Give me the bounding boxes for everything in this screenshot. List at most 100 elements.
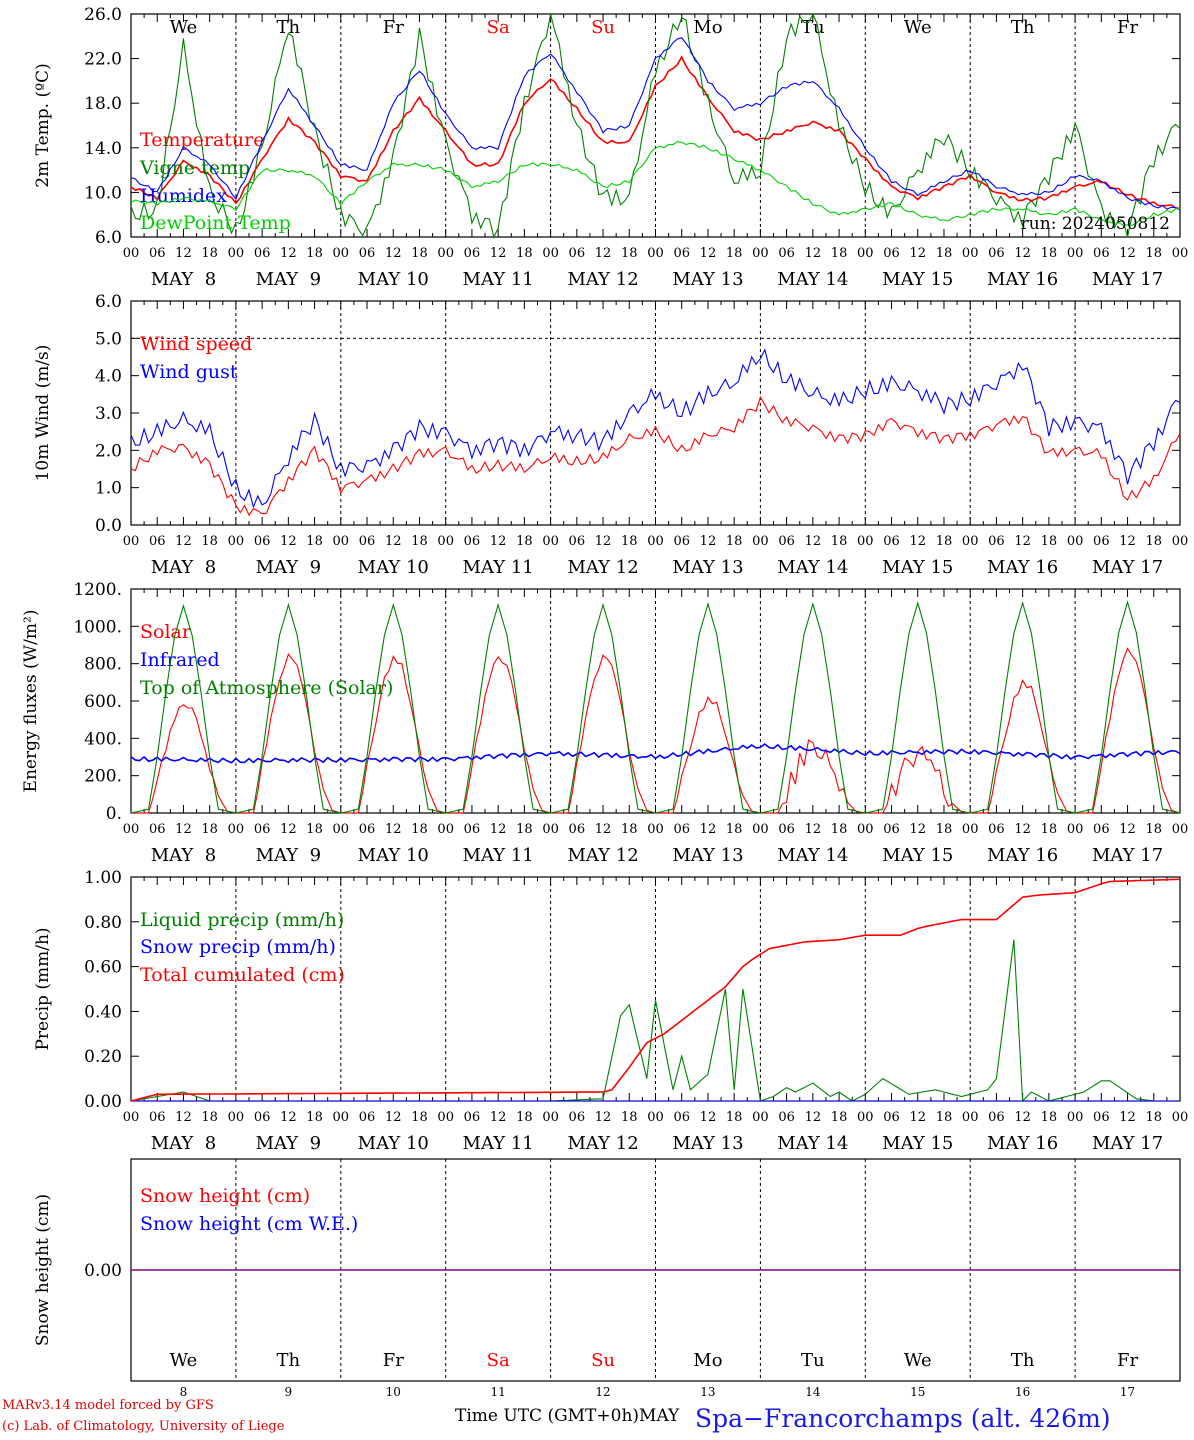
hour-tick-label: 00 [437,534,454,549]
legend-entry: Top of Atmosphere (Solar) [140,677,393,699]
legend-entry: Snow height (cm W.E.) [140,1213,358,1235]
dow-label: Sa [487,1350,510,1371]
hour-tick-label: 18 [936,534,953,549]
hour-tick-label: 12 [700,1110,717,1125]
hour-tick-label: 06 [359,1110,376,1125]
hour-tick-label: 12 [385,822,402,837]
hour-tick-label: 06 [569,534,586,549]
hour-tick-label: 12 [385,1110,402,1125]
hour-tick-label: 18 [1041,1110,1058,1125]
hour-tick-label: 00 [228,246,245,261]
y-axis-label: 10m Wind (m/s) [33,345,53,482]
hour-tick-label: 00 [1172,246,1189,261]
hour-tick-label: 06 [988,1110,1005,1125]
hour-tick-label: 18 [201,1110,218,1125]
y-tick-label: 0. [106,804,122,824]
y-axis-label: 2m Temp. (ºC) [33,63,53,188]
day-number-label: 16 [1015,1385,1030,1399]
hour-tick-label: 06 [988,534,1005,549]
hour-tick-label: 12 [805,534,822,549]
hour-tick-label: 12 [175,822,192,837]
hour-tick-label: 12 [595,1110,612,1125]
hour-tick-label: 00 [647,822,664,837]
hour-tick-label: 00 [123,246,140,261]
hour-tick-label: 06 [883,1110,900,1125]
hour-tick-label: 00 [1067,822,1084,837]
hour-tick-label: 18 [831,1110,848,1125]
hour-tick-label: 12 [1014,534,1031,549]
y-tick-label: 18.0 [84,94,122,114]
hour-tick-label: 18 [1041,822,1058,837]
hour-tick-label: 00 [962,1110,979,1125]
legend-entry: DewPoint Temp [140,212,291,234]
hour-tick-label: 06 [464,1110,481,1125]
hour-tick-label: 18 [201,246,218,261]
hour-tick-label: 12 [805,822,822,837]
date-label: MAY 13 [672,1133,743,1154]
hour-tick-label: 00 [857,534,874,549]
date-label: MAY 8 [151,845,216,866]
hour-tick-label: 06 [778,534,795,549]
series-line [130,140,1181,226]
hour-tick-label: 06 [673,822,690,837]
hour-tick-label: 06 [359,822,376,837]
hour-tick-label: 12 [909,1110,926,1125]
date-label: MAY 15 [882,1133,953,1154]
date-label: MAY 14 [777,1133,848,1154]
hour-tick-label: 00 [333,246,350,261]
hour-tick-label: 06 [1093,1110,1110,1125]
date-label: MAY 12 [567,557,638,578]
series-line [130,348,1181,509]
hour-tick-label: 18 [411,534,428,549]
y-tick-label: 5.0 [95,329,122,349]
dow-label: Tu [801,1350,825,1371]
dow-label: Fr [383,17,404,38]
y-tick-label: 0.00 [84,1261,122,1281]
date-label: MAY 10 [358,557,429,578]
hour-tick-label: 06 [1093,246,1110,261]
dow-label: Th [1011,17,1035,38]
date-label: MAY 16 [987,269,1058,290]
hour-tick-label: 18 [1146,1110,1163,1125]
dow-label: Tu [801,17,825,38]
y-tick-label: 1200. [73,580,122,600]
dow-label: We [170,1350,198,1371]
y-tick-label: 1000. [73,617,122,637]
hour-tick-label: 06 [673,1110,690,1125]
hour-tick-label: 06 [1093,534,1110,549]
dow-label: Mo [693,1350,722,1371]
hour-tick-label: 12 [595,534,612,549]
dow-label: We [904,17,932,38]
date-label: MAY 14 [777,269,848,290]
day-number-label: 11 [491,1385,506,1399]
y-tick-label: 800. [84,655,122,675]
series-line [130,600,1181,814]
date-label: MAY 14 [777,557,848,578]
hour-tick-label: 00 [123,534,140,549]
hour-tick-label: 12 [280,822,297,837]
dow-label: Th [277,1350,301,1371]
panel-frame-1 [130,300,1181,526]
hour-tick-label: 00 [228,1110,245,1125]
y-tick-label: 0.40 [84,1002,122,1022]
hour-tick-label: 00 [542,1110,559,1125]
hour-tick-label: 00 [752,822,769,837]
hour-tick-label: 06 [254,534,271,549]
legend-entry: Solar [140,621,192,643]
legend-entry: Temperature [140,129,264,151]
hour-tick-label: 12 [175,1110,192,1125]
hour-tick-label: 12 [1014,246,1031,261]
date-label: MAY 11 [463,1133,534,1154]
y-tick-label: 0.80 [84,913,122,933]
dow-label: Th [277,17,301,38]
date-label: MAY 10 [358,269,429,290]
dow-label: We [904,1350,932,1371]
hour-tick-label: 00 [228,534,245,549]
day-number-label: 8 [180,1385,188,1399]
hour-tick-label: 12 [490,534,507,549]
hour-tick-label: 18 [831,534,848,549]
hour-tick-label: 18 [306,1110,323,1125]
run-label: run: 2024050812 [1021,214,1170,234]
dow-label: Su [591,17,615,38]
